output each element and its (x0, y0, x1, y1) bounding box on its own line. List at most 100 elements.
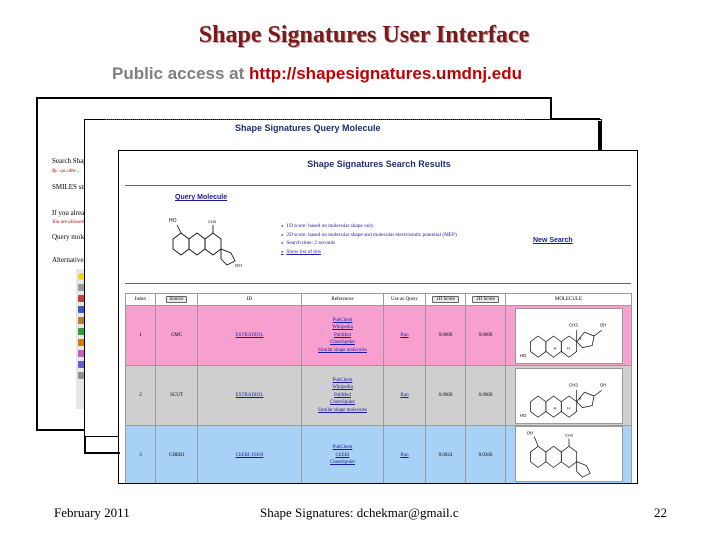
table-header-row: Index Source ID References Use as Query … (125, 293, 632, 306)
sort-source-button[interactable]: Source (165, 296, 188, 303)
footer-page-number: 22 (654, 505, 667, 520)
cell-2d-score: 0.0366 (465, 425, 506, 483)
query-label: HO (169, 218, 177, 224)
cell-molecule: CH3 OH H H H HO (505, 305, 632, 366)
divider (125, 283, 631, 284)
molecule-label: H (567, 406, 570, 410)
cell-references: PubChem Wikipedia PubMed ChemSpider Simi… (301, 365, 384, 426)
query-molecule-link[interactable]: Query Molecule (175, 194, 228, 201)
query-label: CH3 (208, 219, 217, 224)
window-top-line (105, 119, 525, 121)
window-shadow (598, 121, 602, 155)
col-header-source[interactable]: Source (155, 293, 198, 306)
ref-link[interactable]: Similar shape molecules (318, 347, 367, 353)
cell-references: PubChem Wikipedia PubMed ChemSpider Simi… (301, 305, 384, 366)
run-link[interactable]: Run (383, 425, 426, 483)
molecule-label: HO (519, 413, 526, 418)
ref-link[interactable]: Wikipedia (332, 385, 353, 391)
show-hits-link[interactable]: Show list of hits (281, 248, 457, 257)
cell-index: 2 (125, 365, 156, 426)
form-fragment: If you alread (52, 209, 88, 217)
cell-molecule: OH CH3 (505, 425, 632, 483)
molecule-label: HO (519, 353, 526, 358)
score-info-item: 1D score: based on molecular shape only (281, 222, 457, 231)
ref-link[interactable]: Wikipedia (332, 325, 353, 331)
bullet-icon[interactable] (77, 339, 85, 346)
col-header: Index (125, 293, 156, 306)
molecule-structure: OH CH3 (514, 426, 623, 482)
bullet-icon[interactable] (77, 361, 85, 368)
run-link[interactable]: Run (383, 365, 426, 426)
score-info-item: Search time: 2 seconds (281, 239, 457, 248)
cell-1d-score: 0.0024 (425, 425, 466, 483)
cell-source: SCUT (155, 365, 198, 426)
bullet-icon[interactable] (77, 295, 85, 302)
molecule-label: H (553, 406, 556, 410)
score-info-list: 1D score: based on molecular shape only … (281, 222, 457, 257)
form-fragment: Query molecu (52, 233, 92, 241)
ref-link[interactable]: ChemSpider (330, 340, 355, 346)
connector-line (552, 118, 600, 120)
molecule-label: H (553, 346, 556, 350)
sort-2d-button[interactable]: 2D Score (472, 296, 499, 303)
query-window-title: Shape Signatures Query Molecule (235, 123, 381, 133)
molecule-label: OH (526, 431, 533, 436)
cell-2d-score: 0.0000 (465, 305, 506, 366)
table-row: 2 SCUT ESTRADIOL PubChem Wikipedia PubMe… (125, 365, 632, 426)
bullet-icon[interactable] (77, 328, 85, 335)
cell-id-link[interactable]: ESTRADIOL (197, 305, 302, 366)
cell-id-link[interactable]: ChEBI:16469 (197, 425, 302, 483)
bullet-icon[interactable] (77, 284, 85, 291)
col-header-1d[interactable]: 1D Score (425, 293, 466, 306)
score-info-item: 2D score: based on molecular shape and m… (281, 231, 456, 240)
connector-line (84, 452, 120, 454)
new-search-link[interactable]: New Search (533, 237, 573, 244)
results-table: Index Source ID References Use as Query … (125, 293, 632, 483)
molecule-label: OH (599, 382, 606, 387)
sort-1d-button[interactable]: 1D Score (432, 296, 459, 303)
slide-title: Shape Signatures User Interface (198, 22, 530, 48)
smiley-icon[interactable] (77, 273, 85, 280)
form-fragment: Search Shap (52, 157, 87, 165)
molecule-label: OH (599, 322, 606, 327)
col-header: MOLECULE (505, 293, 632, 306)
molecule-label: CH3 (569, 382, 578, 387)
col-header-2d[interactable]: 2D Score (465, 293, 506, 306)
molecule-structure: CH3 OH H H H HO (514, 367, 623, 424)
ref-link[interactable]: ChEBI (335, 452, 350, 458)
ref-link[interactable]: Similar shape molecules (318, 407, 367, 413)
molecule-label: CH3 (569, 322, 578, 327)
cell-1d-score: 0.0000 (425, 305, 466, 366)
editor-toolbar (76, 269, 86, 409)
ref-link[interactable]: ChemSpider (330, 460, 355, 466)
cell-2d-score: 0.0000 (465, 365, 506, 426)
slide-subtitle: Public access at http://shapesignatures.… (112, 64, 522, 84)
results-title: Shape Signatures Search Results (307, 159, 451, 169)
col-header: ID (197, 293, 302, 306)
ref-link[interactable]: PubChem (332, 317, 353, 323)
run-link[interactable]: Run (383, 305, 426, 366)
bullet-icon[interactable] (77, 317, 85, 324)
cell-source: CMC (155, 305, 198, 366)
ref-link[interactable]: PubChem (332, 445, 353, 451)
bullet-icon[interactable] (77, 372, 85, 379)
footer-date: February 2011 (54, 505, 130, 520)
cell-molecule: CH3 OH H H H HO (505, 365, 632, 426)
ref-link[interactable]: PubMed (334, 392, 351, 398)
site-url-link[interactable]: http://shapesignatures.umdnj.edu (249, 64, 522, 83)
bullet-icon[interactable] (77, 306, 85, 313)
query-label: OH (235, 263, 242, 268)
molecule-label: H (578, 336, 581, 340)
cell-references: PubChem ChEBI ChemSpider (301, 425, 384, 483)
form-fragment: You are allowed to... (52, 220, 94, 225)
footer-center: Shape Signatures: dchekmar@gmail.c (260, 505, 459, 520)
ref-link[interactable]: PubChem (332, 377, 353, 383)
molecule-label: H (567, 346, 570, 350)
table-row: 3 CHEBI ChEBI:16469 PubChem ChEBI ChemSp… (125, 425, 632, 483)
cell-index: 1 (125, 305, 156, 366)
ref-link[interactable]: ChemSpider (330, 400, 355, 406)
subtitle-prefix: Public access at (112, 64, 250, 83)
bullet-icon[interactable] (77, 350, 85, 357)
ref-link[interactable]: PubMed (334, 332, 351, 338)
cell-id-link[interactable]: ESTRADIOL (197, 365, 302, 426)
